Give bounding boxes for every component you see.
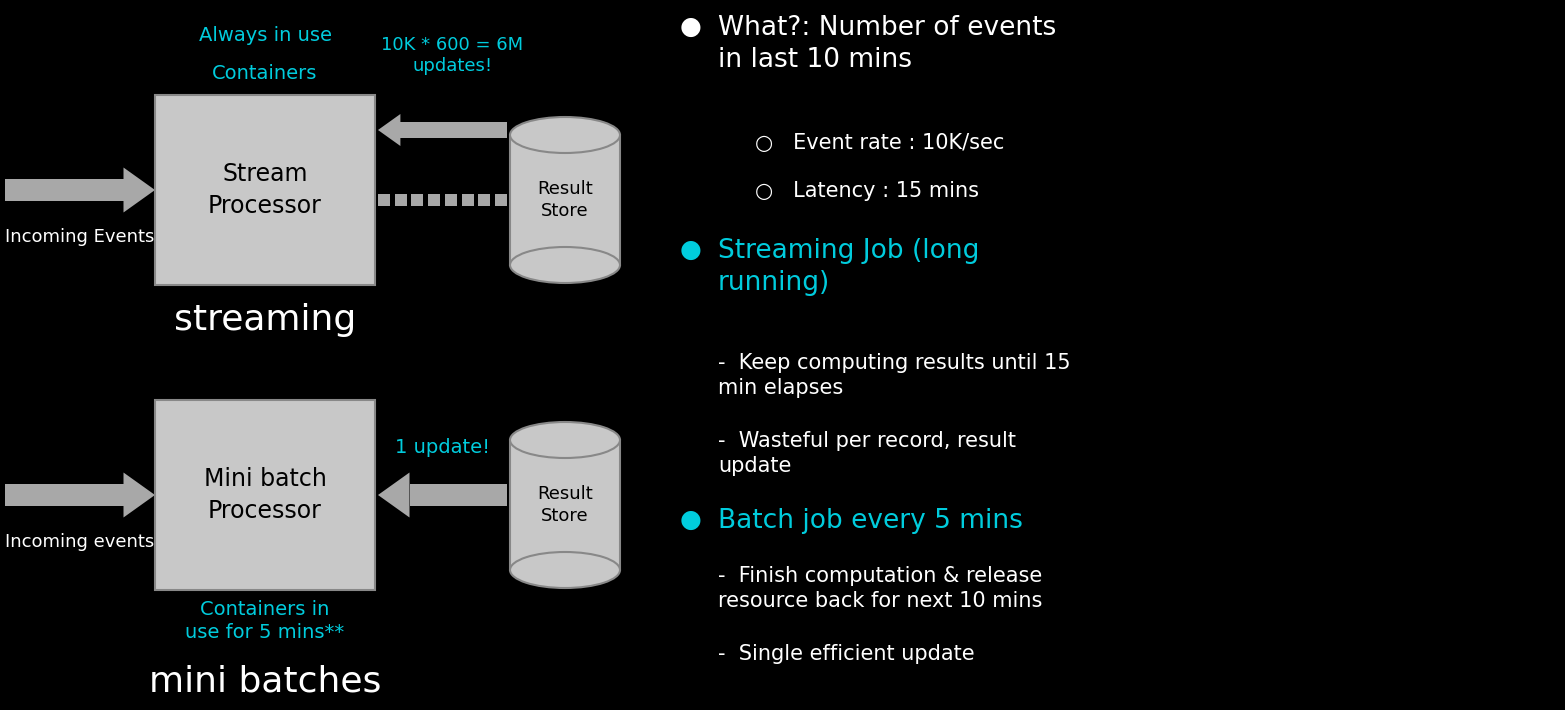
Text: ○   Latency : 15 mins: ○ Latency : 15 mins <box>754 181 980 201</box>
Text: ●: ● <box>681 238 701 262</box>
Text: ○   Event rate : 10K/sec: ○ Event rate : 10K/sec <box>754 133 1005 153</box>
Polygon shape <box>124 168 155 212</box>
Bar <box>394 194 407 206</box>
Bar <box>412 194 424 206</box>
Bar <box>495 194 507 206</box>
Text: Containers: Containers <box>213 64 318 83</box>
Text: -  Keep computing results until 15
min elapses: - Keep computing results until 15 min el… <box>718 353 1070 398</box>
Polygon shape <box>410 484 507 506</box>
Bar <box>479 194 490 206</box>
Text: 1 update!: 1 update! <box>394 438 490 457</box>
Text: Incoming Events: Incoming Events <box>5 228 155 246</box>
Bar <box>379 194 390 206</box>
Bar <box>155 95 376 285</box>
Text: ●: ● <box>681 15 701 39</box>
Text: -  Finish computation & release
resource back for next 10 mins: - Finish computation & release resource … <box>718 566 1042 611</box>
Polygon shape <box>379 472 410 518</box>
Polygon shape <box>510 135 620 265</box>
Text: Streaming Job (long
running): Streaming Job (long running) <box>718 238 980 296</box>
Bar <box>155 400 376 590</box>
Text: -  Wasteful per record, result
update: - Wasteful per record, result update <box>718 431 1016 476</box>
Bar <box>444 194 457 206</box>
Text: mini batches: mini batches <box>149 664 382 698</box>
Text: What?: Number of events
in last 10 mins: What?: Number of events in last 10 mins <box>718 15 1056 73</box>
Polygon shape <box>124 472 155 518</box>
Text: Containers in
use for 5 mins**: Containers in use for 5 mins** <box>185 600 344 643</box>
Text: ●: ● <box>681 508 701 532</box>
Polygon shape <box>401 122 507 138</box>
Text: Result
Store: Result Store <box>537 180 593 220</box>
Text: Stream
Processor: Stream Processor <box>208 162 322 218</box>
Ellipse shape <box>510 422 620 458</box>
Ellipse shape <box>510 552 620 588</box>
Text: Always in use: Always in use <box>199 26 332 45</box>
Text: Incoming events: Incoming events <box>5 533 155 551</box>
Text: streaming: streaming <box>174 303 357 337</box>
Ellipse shape <box>510 247 620 283</box>
Polygon shape <box>510 440 620 570</box>
Ellipse shape <box>510 117 620 153</box>
Text: -  Single efficient update: - Single efficient update <box>718 644 975 664</box>
Text: 10K * 600 = 6M
updates!: 10K * 600 = 6M updates! <box>382 36 524 75</box>
Bar <box>462 194 474 206</box>
Polygon shape <box>5 484 124 506</box>
Text: Result
Store: Result Store <box>537 485 593 525</box>
Polygon shape <box>379 114 401 146</box>
Text: Mini batch
Processor: Mini batch Processor <box>203 467 327 523</box>
Polygon shape <box>5 179 124 201</box>
Bar <box>429 194 440 206</box>
Text: Batch job every 5 mins: Batch job every 5 mins <box>718 508 1024 534</box>
